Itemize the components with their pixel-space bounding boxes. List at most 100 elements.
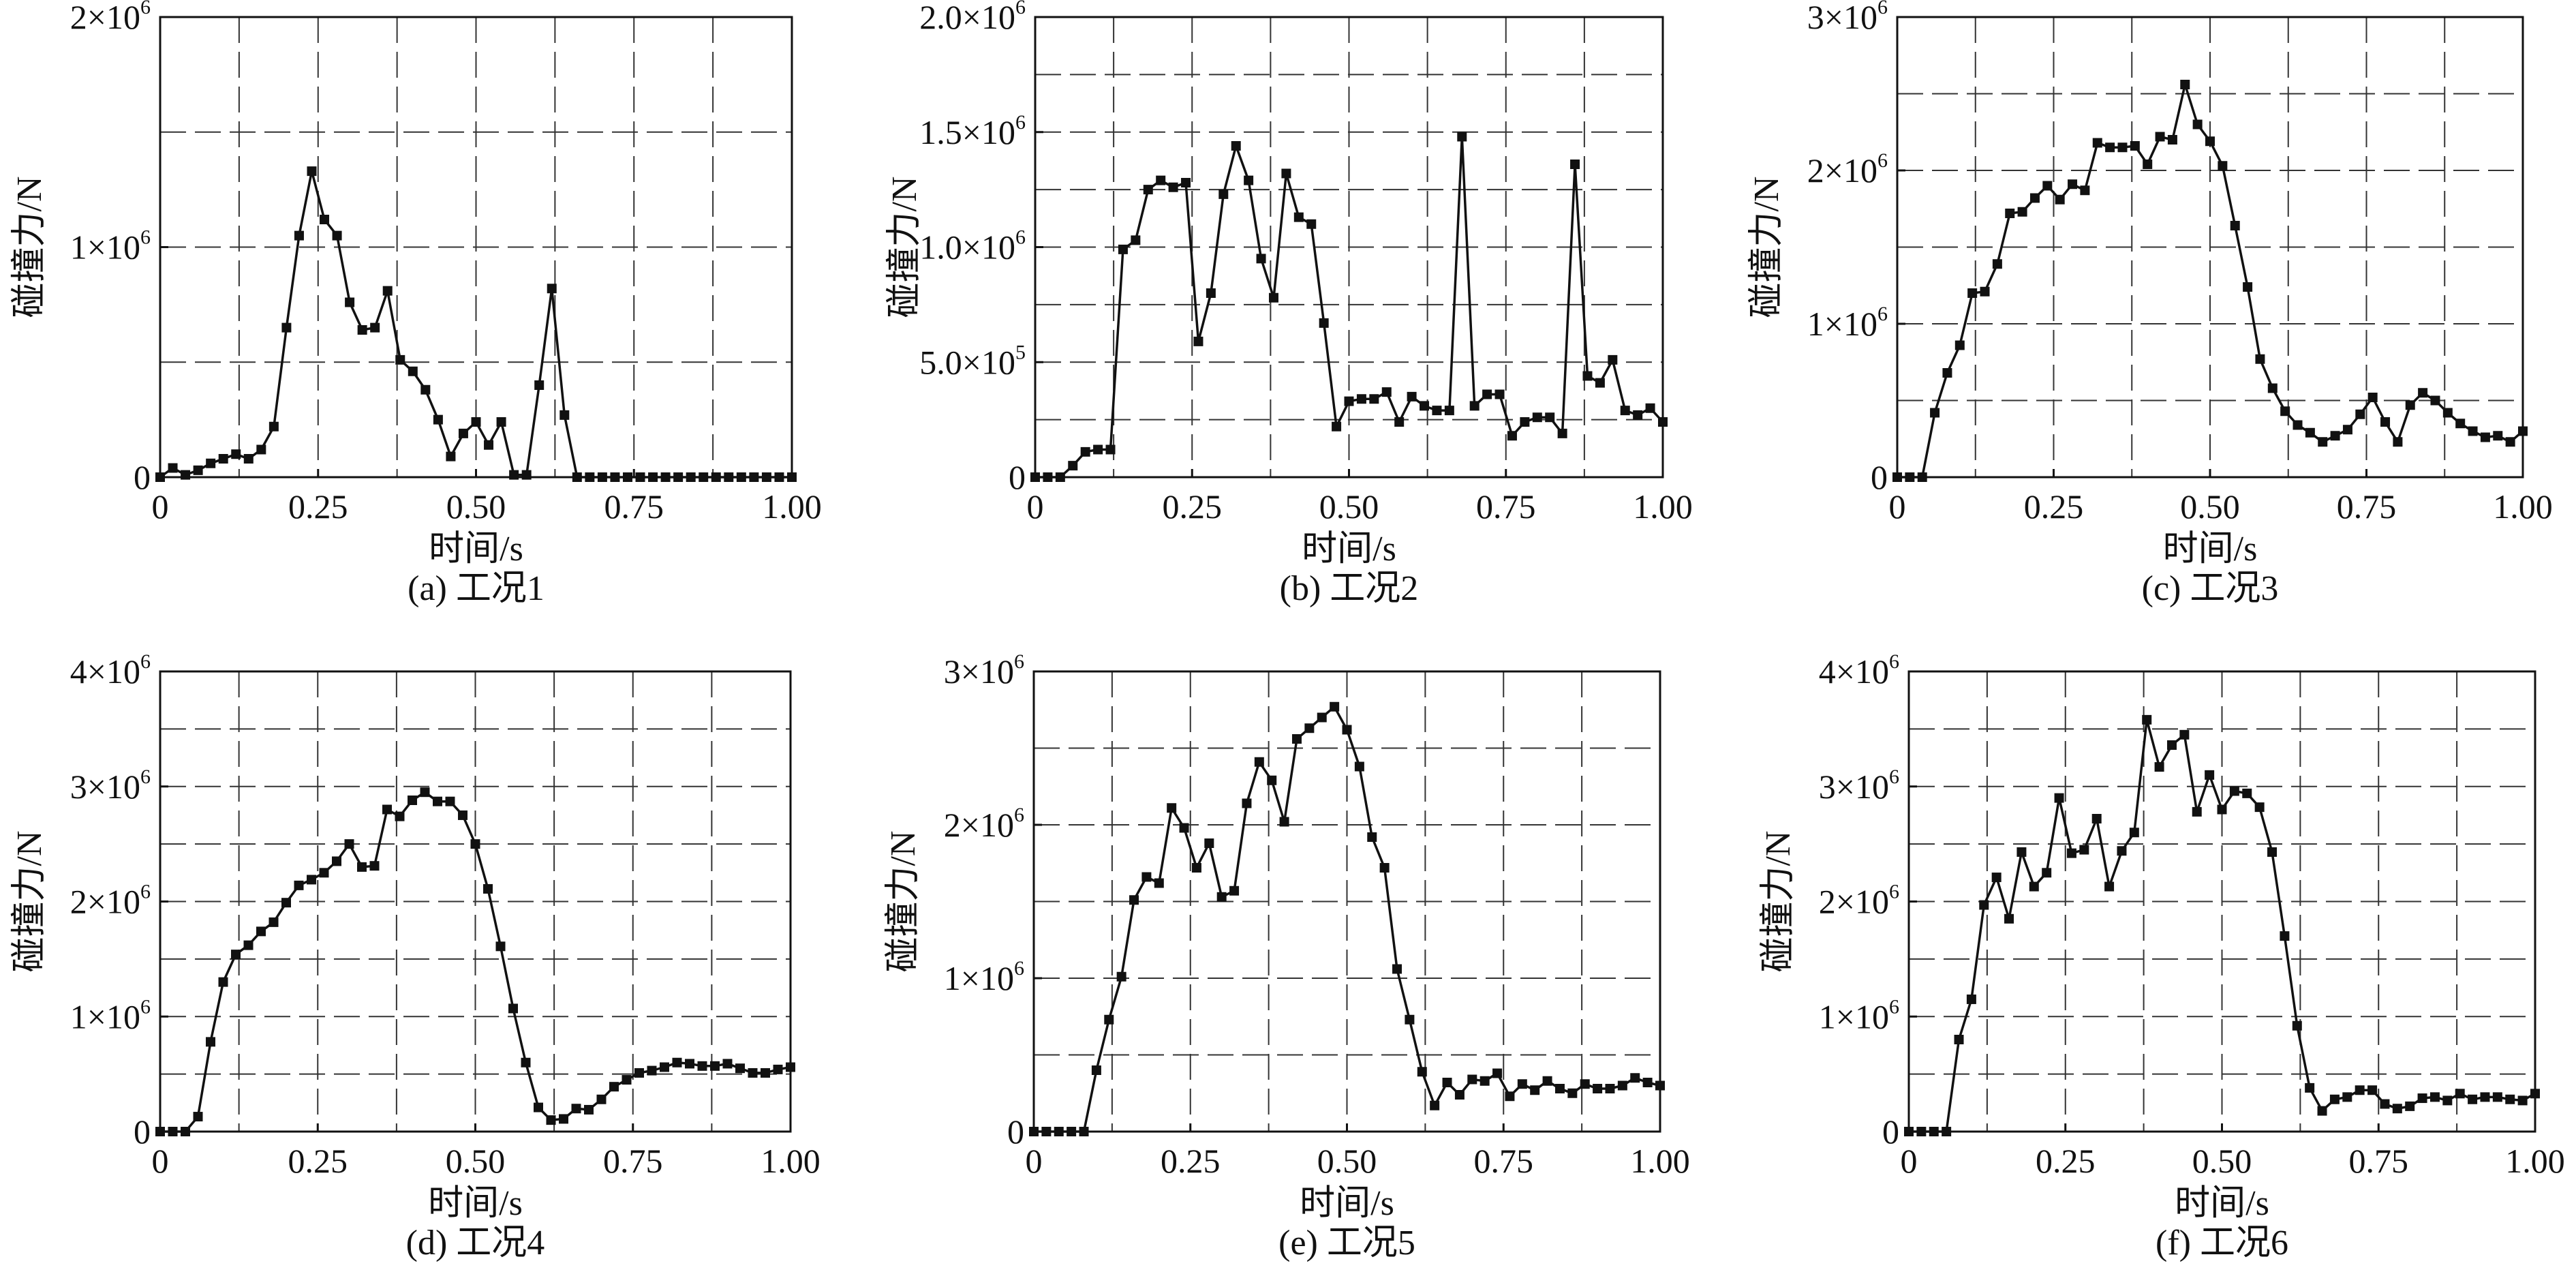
data-point <box>1517 1079 1527 1089</box>
data-point <box>320 215 330 224</box>
data-point <box>1595 378 1605 388</box>
data-point <box>2105 142 2115 153</box>
data-point <box>1904 1127 1914 1136</box>
data-point <box>1917 472 1927 482</box>
data-point <box>1617 1080 1627 1091</box>
data-point <box>1330 701 1340 712</box>
data-point <box>2355 409 2365 419</box>
data-point <box>181 1127 190 1136</box>
data-point <box>559 1114 568 1124</box>
data-point <box>2305 1082 2315 1093</box>
data-point <box>2104 881 2115 892</box>
data-point <box>2180 80 2190 89</box>
data-point <box>2318 437 2328 447</box>
data-point <box>1457 132 1467 142</box>
y-tick-label: 1×106 <box>70 226 151 267</box>
data-point <box>596 1094 607 1104</box>
y-axis-label: 碰撞力/N <box>1747 176 1786 318</box>
x-axis-label: 时间/s <box>1300 1184 1394 1223</box>
y-tick-label: 1×106 <box>70 995 151 1035</box>
data-point <box>1179 823 1189 833</box>
data-point <box>685 1059 694 1069</box>
data-point <box>1091 1065 1101 1075</box>
x-tick-label: 0.75 <box>1476 487 1536 526</box>
data-point <box>546 1115 556 1125</box>
data-point <box>1645 403 1655 413</box>
data-point <box>458 428 468 438</box>
data-point <box>256 926 266 937</box>
data-point <box>1168 182 1178 192</box>
data-point <box>572 472 582 482</box>
data-point <box>2480 432 2490 442</box>
panel-caption: (f) 工况6 <box>2156 1224 2288 1262</box>
y-tick-label: 2×106 <box>70 881 151 921</box>
data-point <box>2530 1089 2540 1099</box>
data-point <box>2092 138 2102 148</box>
data-point <box>2342 425 2352 435</box>
data-point <box>1054 1127 1064 1136</box>
data-point <box>1041 1127 1052 1136</box>
data-point <box>307 875 316 885</box>
data-point <box>1369 394 1379 404</box>
data-point <box>2405 1101 2415 1111</box>
data-point <box>1979 900 1989 910</box>
data-point <box>584 1104 594 1115</box>
data-point <box>1156 175 1166 185</box>
data-point <box>2117 142 2128 153</box>
data-point <box>2380 1099 2390 1109</box>
x-tick-label: 0 <box>1901 1142 1918 1180</box>
x-tick-label: 0 <box>1026 1142 1043 1180</box>
data-point <box>622 472 632 482</box>
y-tick-label: 1×106 <box>1807 303 1888 343</box>
data-point <box>1905 472 1915 482</box>
data-point <box>710 1061 720 1071</box>
x-tick-label: 1.00 <box>2493 487 2553 526</box>
data-point <box>269 421 279 431</box>
data-point <box>357 862 367 872</box>
data-point <box>1281 168 1291 179</box>
data-point <box>521 470 532 480</box>
data-point <box>1379 863 1390 873</box>
series-markers <box>155 787 795 1136</box>
data-point <box>1256 254 1266 264</box>
data-point <box>2267 383 2278 393</box>
data-point <box>483 883 493 894</box>
data-point <box>2129 828 2139 838</box>
y-tick-label: 2×106 <box>70 0 151 36</box>
data-point <box>648 472 658 482</box>
data-point <box>597 472 607 482</box>
data-point <box>1892 472 1902 482</box>
y-axis-label: 碰撞力/N <box>884 830 923 972</box>
data-point <box>1356 394 1366 404</box>
data-point <box>1442 1078 1452 1087</box>
data-point <box>1216 892 1227 902</box>
x-tick-label: 1.00 <box>2505 1142 2565 1180</box>
y-tick-label: 4×106 <box>1819 650 1899 691</box>
y-tick-label: 1.0×106 <box>919 226 1026 267</box>
data-point <box>1454 1090 1465 1100</box>
data-point <box>647 1065 657 1076</box>
data-point <box>2166 740 2177 750</box>
panel-caption: (c) 工况3 <box>2142 569 2279 608</box>
data-point <box>1620 406 1630 416</box>
data-point <box>2293 420 2303 430</box>
data-point <box>243 454 254 464</box>
data-point <box>673 472 684 482</box>
data-point <box>1167 803 1177 813</box>
data-point <box>2042 181 2053 191</box>
data-point <box>1642 1078 1653 1087</box>
data-point <box>345 297 355 307</box>
x-tick-label: 0 <box>1027 487 1044 526</box>
data-point <box>1482 389 1492 399</box>
data-point <box>1570 160 1580 169</box>
data-point <box>1507 431 1517 441</box>
data-point <box>1344 396 1354 406</box>
y-tick-label: 0 <box>1007 1112 1024 1151</box>
x-tick-label: 0.50 <box>1317 1142 1377 1180</box>
data-point <box>395 354 405 365</box>
data-point <box>319 868 329 878</box>
x-tick-label: 0.25 <box>1161 1142 1221 1180</box>
data-point <box>1658 417 1668 427</box>
data-point <box>2505 1094 2515 1104</box>
